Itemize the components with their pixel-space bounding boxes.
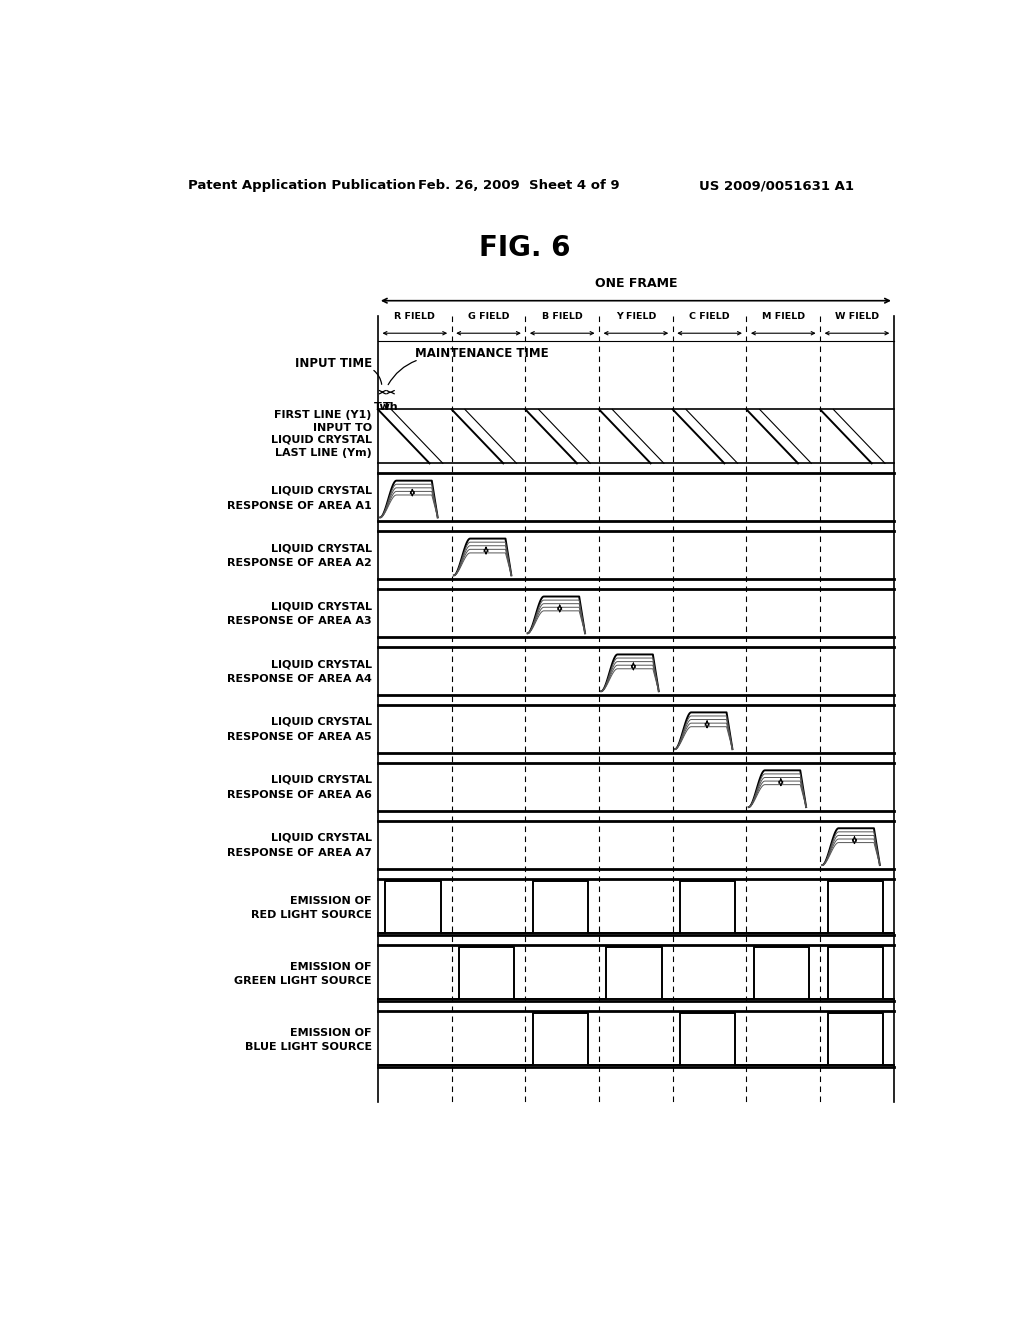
Text: LIQUID CRYSTAL: LIQUID CRYSTAL	[270, 833, 372, 843]
Text: RESPONSE OF AREA A4: RESPONSE OF AREA A4	[226, 675, 372, 684]
Text: LIQUID CRYSTAL: LIQUID CRYSTAL	[270, 544, 372, 553]
Text: RESPONSE OF AREA A6: RESPONSE OF AREA A6	[226, 791, 372, 800]
Text: INPUT TIME: INPUT TIME	[295, 358, 372, 370]
Text: RESPONSE OF AREA A7: RESPONSE OF AREA A7	[227, 849, 372, 858]
Text: INPUT TO: INPUT TO	[312, 422, 372, 433]
Text: LIQUID CRYSTAL: LIQUID CRYSTAL	[270, 486, 372, 495]
Text: LAST LINE (Ym): LAST LINE (Ym)	[274, 449, 372, 458]
Text: GREEN LIGHT SOURCE: GREEN LIGHT SOURCE	[234, 977, 372, 986]
Text: MAINTENANCE TIME: MAINTENANCE TIME	[415, 347, 549, 360]
Text: ONE FRAME: ONE FRAME	[595, 276, 677, 289]
Text: Patent Application Publication: Patent Application Publication	[187, 180, 416, 193]
Text: US 2009/0051631 A1: US 2009/0051631 A1	[699, 180, 854, 193]
Text: R FIELD: R FIELD	[394, 313, 435, 322]
Text: LIQUID CRYSTAL: LIQUID CRYSTAL	[270, 775, 372, 785]
Text: Y FIELD: Y FIELD	[615, 313, 656, 322]
Text: G FIELD: G FIELD	[468, 313, 509, 322]
Text: RESPONSE OF AREA A3: RESPONSE OF AREA A3	[227, 616, 372, 627]
Text: FIG. 6: FIG. 6	[479, 234, 570, 261]
Text: EMISSION OF: EMISSION OF	[290, 962, 372, 972]
Text: Th: Th	[383, 403, 398, 412]
Text: LIQUID CRYSTAL: LIQUID CRYSTAL	[270, 717, 372, 727]
Text: RESPONSE OF AREA A5: RESPONSE OF AREA A5	[227, 733, 372, 742]
Text: RESPONSE OF AREA A1: RESPONSE OF AREA A1	[227, 500, 372, 511]
Text: EMISSION OF: EMISSION OF	[290, 1028, 372, 1038]
Text: FIRST LINE (Y1): FIRST LINE (Y1)	[274, 409, 372, 420]
Text: Tw: Tw	[374, 403, 391, 412]
Text: C FIELD: C FIELD	[689, 313, 730, 322]
Text: LIQUID CRYSTAL: LIQUID CRYSTAL	[270, 659, 372, 669]
Text: W FIELD: W FIELD	[835, 313, 879, 322]
Text: M FIELD: M FIELD	[762, 313, 805, 322]
Text: BLUE LIGHT SOURCE: BLUE LIGHT SOURCE	[245, 1043, 372, 1052]
Text: Feb. 26, 2009  Sheet 4 of 9: Feb. 26, 2009 Sheet 4 of 9	[418, 180, 620, 193]
Text: RED LIGHT SOURCE: RED LIGHT SOURCE	[251, 909, 372, 920]
Text: B FIELD: B FIELD	[542, 313, 583, 322]
Text: LIQUID CRYSTAL: LIQUID CRYSTAL	[270, 436, 372, 445]
Text: LIQUID CRYSTAL: LIQUID CRYSTAL	[270, 601, 372, 611]
Text: EMISSION OF: EMISSION OF	[290, 896, 372, 906]
Text: RESPONSE OF AREA A2: RESPONSE OF AREA A2	[227, 558, 372, 569]
